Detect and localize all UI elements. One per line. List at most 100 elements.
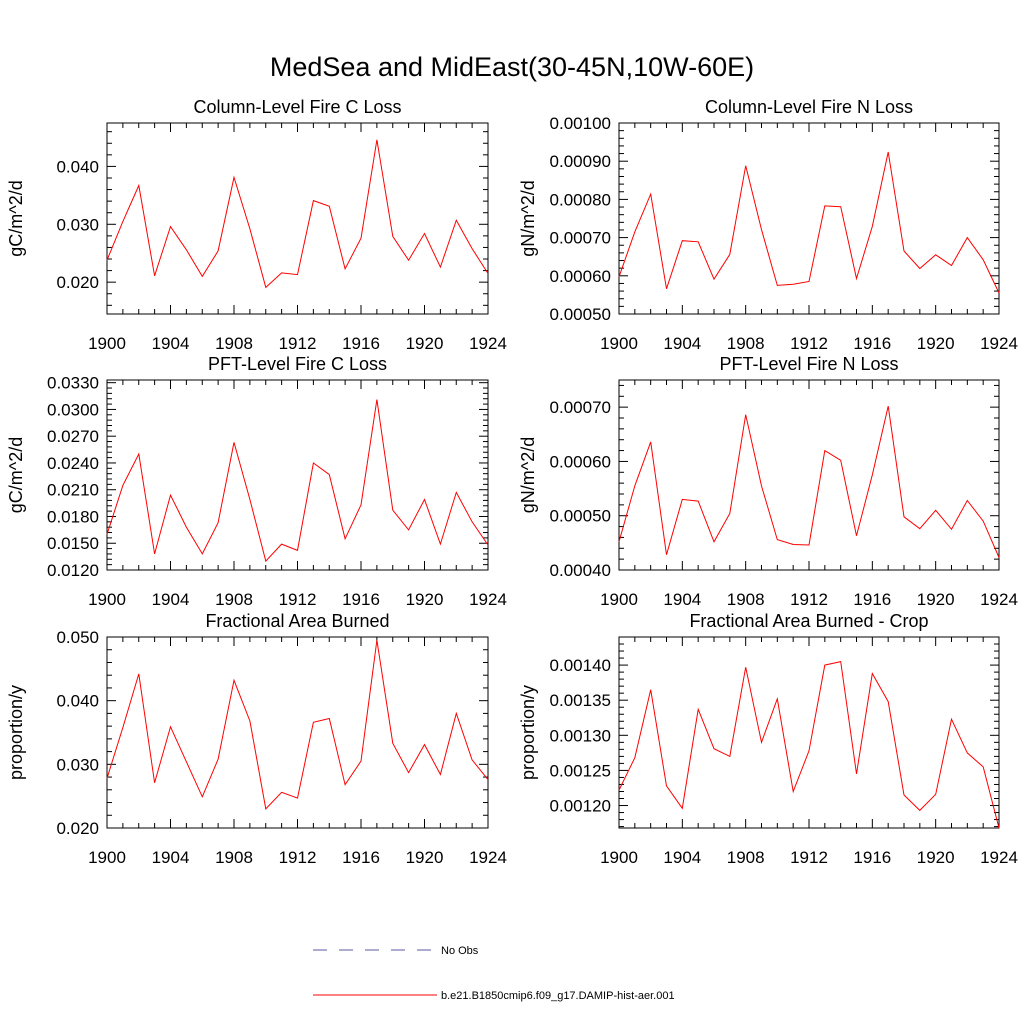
chart-panel: 1900 1904 1908 1912 1916 1920 1924 0.020 0.030 0.… bbox=[6, 611, 507, 867]
legend: No Obs b.e21.B1850cmip6.f09_g17.DAMIP-hi… bbox=[313, 945, 675, 1002]
y-tick-label: 0.00070 bbox=[550, 229, 611, 248]
x-tick-label: 1904 bbox=[152, 848, 190, 867]
x-tick-label: 1924 bbox=[980, 848, 1018, 867]
x-tick-label: 1900 bbox=[600, 848, 638, 867]
y-tick-label: 0.00070 bbox=[550, 398, 611, 417]
y-tick-label: 0.040 bbox=[56, 157, 99, 176]
panel-title: Column-Level Fire C Loss bbox=[193, 97, 401, 117]
x-tick-label: 1924 bbox=[980, 590, 1018, 609]
plot-frame bbox=[618, 379, 1000, 571]
x-tick-label: 1916 bbox=[853, 590, 891, 609]
x-tick-label: 1904 bbox=[152, 334, 190, 353]
y-tick-label: 0.00100 bbox=[550, 114, 611, 133]
x-tick-label: 1904 bbox=[663, 590, 701, 609]
y-tick-label: 0.00080 bbox=[550, 190, 611, 209]
y-tick-label: 0.030 bbox=[56, 215, 99, 234]
y-tick-label: 0.0240 bbox=[47, 454, 99, 473]
y-axis-label: proportion/y bbox=[518, 685, 538, 780]
y-tick-label: 0.00120 bbox=[550, 797, 611, 816]
y-tick-label: 0.0330 bbox=[47, 374, 99, 393]
y-tick-label: 0.0270 bbox=[47, 427, 99, 446]
x-tick-label: 1912 bbox=[790, 848, 828, 867]
x-tick-label: 1908 bbox=[727, 334, 765, 353]
panel-title: PFT-Level Fire N Loss bbox=[719, 354, 898, 374]
x-tick-label: 1912 bbox=[279, 590, 317, 609]
legend-label-no-obs: No Obs bbox=[441, 945, 479, 957]
y-tick-label: 0.020 bbox=[56, 819, 99, 838]
series-line bbox=[106, 139, 489, 289]
panel-title: Fractional Area Burned bbox=[205, 611, 389, 631]
x-tick-label: 1904 bbox=[663, 848, 701, 867]
chart-panel: 1900 1904 1908 1912 1916 1920 1924 0.0120 0.0150… bbox=[6, 354, 507, 609]
y-tick-label: 0.0210 bbox=[47, 481, 99, 500]
panels: 1900 1904 1908 1912 1916 1920 1924 0.020 0.030 0.… bbox=[6, 97, 1018, 867]
chart-panel: 1900 1904 1908 1912 1916 1920 1924 0.00120 0.001… bbox=[518, 611, 1018, 867]
x-tick-label: 1904 bbox=[152, 590, 190, 609]
x-tick-label: 1904 bbox=[663, 334, 701, 353]
x-tick-label: 1920 bbox=[406, 334, 444, 353]
chart-panel: 1900 1904 1908 1912 1916 1920 1924 0.00050 0.000… bbox=[518, 97, 1018, 353]
y-axis-label: gN/m^2/d bbox=[518, 437, 538, 513]
x-tick-label: 1916 bbox=[853, 334, 891, 353]
x-tick-label: 1900 bbox=[600, 590, 638, 609]
x-tick-label: 1920 bbox=[917, 334, 955, 353]
x-tick-label: 1924 bbox=[469, 590, 507, 609]
y-tick-label: 0.0150 bbox=[47, 534, 99, 553]
plot-frame bbox=[106, 379, 489, 571]
y-axis-label: proportion/y bbox=[6, 685, 26, 780]
x-tick-label: 1912 bbox=[790, 590, 828, 609]
y-tick-label: 0.00125 bbox=[550, 761, 611, 780]
chart-panel: 1900 1904 1908 1912 1916 1920 1924 0.020 0.030 0.… bbox=[6, 97, 507, 353]
panel-title: Column-Level Fire N Loss bbox=[705, 97, 913, 117]
y-tick-label: 0.040 bbox=[56, 692, 99, 711]
y-tick-label: 0.0300 bbox=[47, 400, 99, 419]
y-tick-label: 0.050 bbox=[56, 628, 99, 647]
panel-title: PFT-Level Fire C Loss bbox=[208, 354, 387, 374]
y-tick-label: 0.020 bbox=[56, 273, 99, 292]
x-tick-label: 1900 bbox=[600, 334, 638, 353]
y-tick-label: 0.00090 bbox=[550, 152, 611, 171]
x-tick-label: 1920 bbox=[917, 590, 955, 609]
panel-title: Fractional Area Burned - Crop bbox=[689, 611, 928, 631]
y-tick-label: 0.00140 bbox=[550, 656, 611, 675]
x-tick-label: 1924 bbox=[980, 334, 1018, 353]
x-tick-label: 1908 bbox=[215, 334, 253, 353]
x-tick-label: 1908 bbox=[727, 848, 765, 867]
plot-frame bbox=[618, 122, 1000, 315]
x-tick-label: 1900 bbox=[88, 590, 126, 609]
plot-frame bbox=[106, 636, 489, 829]
x-tick-label: 1912 bbox=[790, 334, 828, 353]
series-line bbox=[618, 151, 1000, 294]
y-tick-label: 0.030 bbox=[56, 755, 99, 774]
x-tick-label: 1912 bbox=[279, 334, 317, 353]
series-line bbox=[618, 660, 1000, 829]
series-line bbox=[106, 399, 489, 563]
series-line bbox=[106, 640, 489, 810]
y-tick-label: 0.00050 bbox=[550, 305, 611, 324]
y-tick-label: 0.00040 bbox=[550, 561, 611, 580]
chart-panel: 1900 1904 1908 1912 1916 1920 1924 0.00040 0.000… bbox=[518, 354, 1018, 609]
y-tick-label: 0.0120 bbox=[47, 561, 99, 580]
y-axis-label: gC/m^2/d bbox=[6, 437, 26, 513]
x-tick-label: 1900 bbox=[88, 848, 126, 867]
y-axis-label: gN/m^2/d bbox=[518, 180, 538, 256]
x-tick-label: 1908 bbox=[727, 590, 765, 609]
x-tick-label: 1920 bbox=[917, 848, 955, 867]
y-tick-label: 0.00060 bbox=[550, 452, 611, 471]
x-tick-label: 1912 bbox=[279, 848, 317, 867]
x-tick-label: 1900 bbox=[88, 334, 126, 353]
figure-title: MedSea and MidEast(30-45N,10W-60E) bbox=[270, 52, 754, 82]
x-tick-label: 1920 bbox=[406, 590, 444, 609]
x-tick-label: 1916 bbox=[342, 590, 380, 609]
x-tick-label: 1924 bbox=[469, 848, 507, 867]
x-tick-label: 1916 bbox=[342, 848, 380, 867]
y-tick-label: 0.00135 bbox=[550, 691, 611, 710]
plot-frame bbox=[106, 122, 489, 315]
y-axis-label: gC/m^2/d bbox=[6, 180, 26, 256]
x-tick-label: 1916 bbox=[342, 334, 380, 353]
x-tick-label: 1916 bbox=[853, 848, 891, 867]
legend-label-model: b.e21.B1850cmip6.f09_g17.DAMIP-hist-aer.… bbox=[441, 990, 675, 1002]
y-tick-label: 0.0180 bbox=[47, 507, 99, 526]
x-tick-label: 1908 bbox=[215, 590, 253, 609]
